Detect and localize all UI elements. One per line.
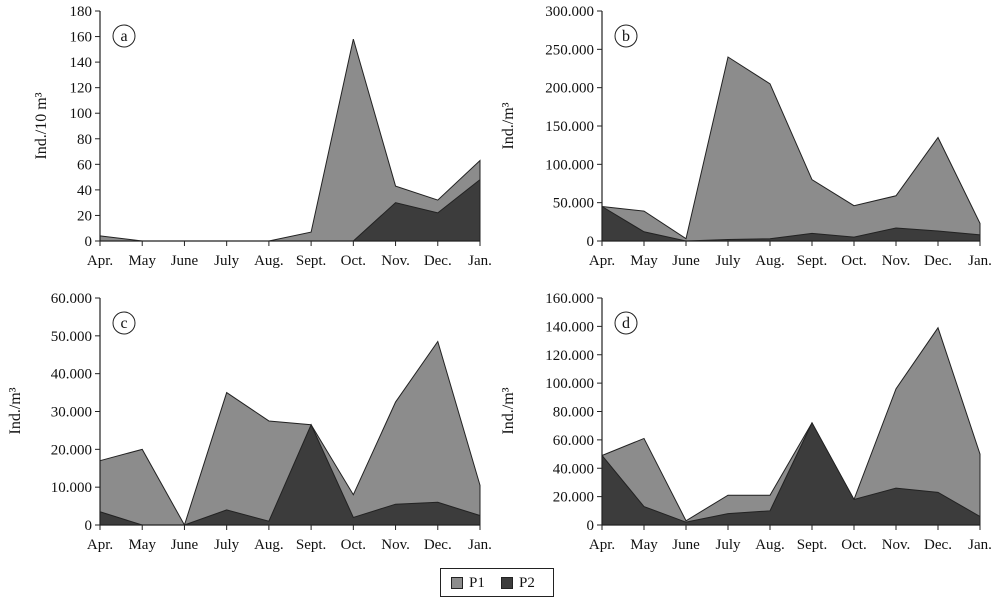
panel-letter-circle: [614, 311, 638, 335]
y-tick-label: 60.000: [51, 291, 92, 307]
x-tick-label: Apr.: [87, 537, 113, 553]
y-tick-label: 50.000: [51, 329, 92, 345]
y-axis-label: Ind./m³: [7, 387, 24, 434]
x-tick-label: May: [128, 253, 156, 269]
y-tick-label: 0: [85, 234, 93, 250]
area-series-p2: [100, 178, 481, 242]
y-tick-label: 20.000: [51, 442, 92, 458]
panel-letter: a: [120, 28, 127, 45]
x-tick-label: Jan.: [968, 537, 992, 553]
y-tick-label: 160.000: [545, 291, 594, 307]
panel-letter-circle: [112, 311, 136, 335]
y-tick-label: 120: [70, 81, 93, 97]
x-tick-label: Jan.: [468, 537, 492, 553]
x-tick-label: Oct.: [841, 253, 866, 269]
x-tick-label: July: [214, 253, 240, 269]
y-tick-label: 20: [77, 208, 92, 224]
y-tick-label: 160: [70, 30, 93, 46]
y-tick-label: 100.000: [545, 157, 594, 173]
x-tick-label: Jan.: [468, 253, 492, 269]
y-tick-label: 200.000: [545, 81, 594, 97]
panel-letter: d: [622, 315, 630, 332]
y-tick-label: 40.000: [51, 367, 92, 383]
chart-panel-a: 0 20 40 60 80 100 120 140 160 180 Apr. May June July A…: [33, 4, 492, 269]
y-tick-label: 60.000: [553, 433, 594, 449]
chart-panel-b: 0 50.000 100.000 150.000 200.000 250.000 300.0…: [500, 4, 992, 269]
legend-swatch-p1: [451, 577, 463, 589]
y-tick-label: 0: [587, 234, 595, 250]
y-tick-label: 180: [70, 4, 93, 20]
y-tick-label: 20.000: [553, 490, 594, 506]
y-tick-label: 150.000: [545, 119, 594, 135]
x-tick-label: Sept.: [797, 537, 827, 553]
legend-label-p1: P1: [469, 574, 485, 591]
y-tick-label: 0: [587, 518, 595, 534]
y-tick-label: 40: [77, 183, 92, 199]
legend-item-p1: P1: [451, 575, 485, 591]
x-tick-label: Dec.: [424, 537, 452, 553]
y-tick-label: 250.000: [545, 42, 594, 58]
x-tick-label: July: [715, 253, 741, 269]
legend-swatch-p2: [501, 577, 513, 589]
y-axis-label: Ind./m³: [500, 387, 517, 434]
x-tick-label: May: [630, 253, 658, 269]
x-tick-label: July: [214, 537, 240, 553]
x-tick-label: June: [672, 537, 700, 553]
x-tick-label: Aug.: [755, 537, 785, 553]
y-tick-label: 120.000: [545, 348, 594, 364]
x-tick-label: Aug.: [254, 537, 284, 553]
x-tick-label: Dec.: [924, 537, 952, 553]
y-tick-label: 100: [70, 106, 93, 122]
x-tick-label: Nov.: [381, 253, 410, 269]
y-tick-label: 80: [77, 132, 92, 148]
chart-panel-c: 0 10.000 20.000 30.000 40.000 50.000 60.000 Apr…: [7, 291, 492, 553]
y-tick-label: 50.000: [553, 196, 594, 212]
legend: P1 P2: [440, 568, 554, 597]
y-axis-label: Ind./m³: [500, 102, 517, 149]
y-tick-label: 60: [77, 157, 92, 173]
x-tick-label: Nov.: [882, 537, 911, 553]
x-tick-label: Sept.: [797, 253, 827, 269]
chart-panel-d: 0 20.000 40.000 60.000 80.000 100.000 120.000 1…: [500, 291, 992, 553]
x-tick-label: Oct.: [841, 537, 866, 553]
panel-letter: c: [120, 315, 127, 332]
y-tick-label: 300.000: [545, 4, 594, 20]
y-tick-label: 40.000: [553, 461, 594, 477]
x-tick-label: June: [672, 253, 700, 269]
panel-letter-circle: [614, 24, 638, 48]
x-tick-label: Dec.: [924, 253, 952, 269]
x-tick-label: Dec.: [424, 253, 452, 269]
panel-letter: b: [622, 28, 630, 45]
x-tick-label: Nov.: [882, 253, 911, 269]
panel-letter-circle: [112, 24, 136, 48]
legend-item-p2: P2: [501, 575, 535, 591]
x-tick-label: Nov.: [381, 537, 410, 553]
x-tick-label: Apr.: [589, 253, 615, 269]
x-tick-label: Jan.: [968, 253, 992, 269]
y-tick-label: 140: [70, 55, 93, 71]
x-tick-label: Apr.: [589, 537, 615, 553]
y-tick-label: 80.000: [553, 405, 594, 421]
legend-label-p2: P2: [519, 574, 535, 591]
y-tick-label: 100.000: [545, 376, 594, 392]
x-tick-label: Oct.: [341, 537, 366, 553]
x-tick-label: June: [171, 537, 199, 553]
x-tick-label: Oct.: [341, 253, 366, 269]
x-tick-label: Aug.: [254, 253, 284, 269]
x-tick-label: June: [171, 253, 199, 269]
x-tick-label: May: [128, 537, 156, 553]
y-tick-label: 0: [85, 518, 93, 534]
y-tick-label: 140.000: [545, 319, 594, 335]
y-tick-label: 10.000: [51, 480, 92, 496]
area-series-p1: [601, 56, 981, 242]
x-tick-label: Sept.: [296, 253, 326, 269]
y-tick-label: 30.000: [51, 405, 92, 421]
x-tick-label: July: [715, 537, 741, 553]
y-axis-label: Ind./10 m³: [33, 92, 50, 159]
x-tick-label: Sept.: [296, 537, 326, 553]
x-tick-label: Aug.: [755, 253, 785, 269]
x-tick-label: Apr.: [87, 253, 113, 269]
x-tick-label: May: [630, 537, 658, 553]
